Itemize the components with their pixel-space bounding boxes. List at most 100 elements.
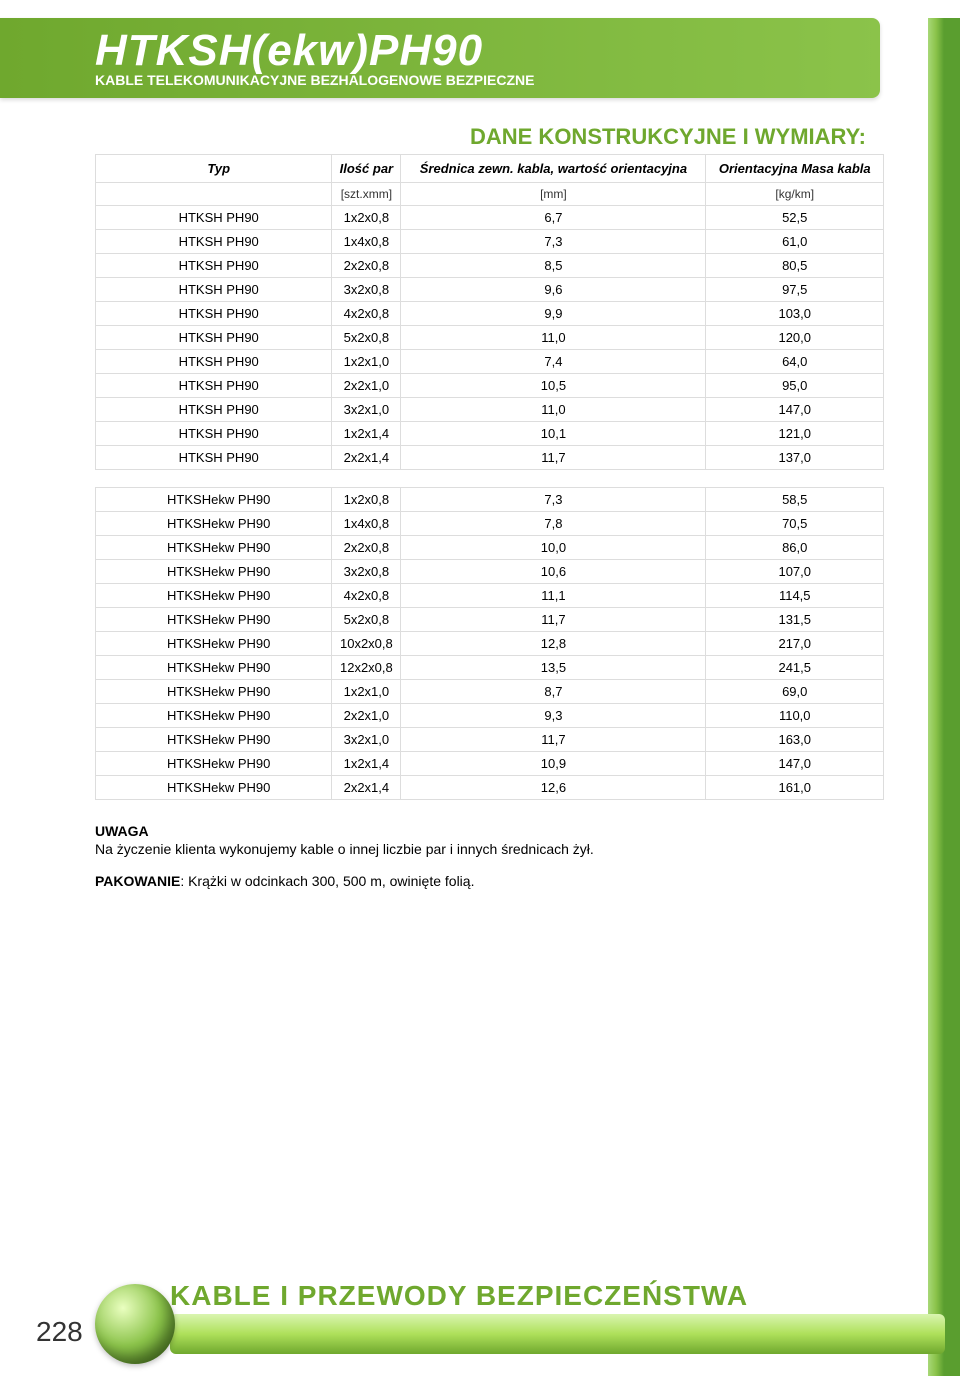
table-cell: 12,6 [401,776,706,800]
footer-title: KABLE I PRZEWODY BEZPIECZEŃSTWA [170,1280,944,1312]
table-cell: 107,0 [706,560,884,584]
table-row: HTKSH PH901x2x1,07,464,0 [96,350,884,374]
table-row: HTKSHekw PH901x2x1,410,9147,0 [96,752,884,776]
table-cell: 1x2x1,0 [332,350,401,374]
table-cell: 2x2x1,4 [332,776,401,800]
table-cell: 11,0 [401,326,706,350]
col-header-diameter: Średnica zewn. kabla, wartość orientacyj… [401,155,706,183]
table-cell: 2x2x1,0 [332,374,401,398]
table-cell: 5x2x0,8 [332,608,401,632]
table-row: HTKSHekw PH903x2x1,011,7163,0 [96,728,884,752]
table-cell: 11,7 [401,446,706,470]
table-cell: HTKSHekw PH90 [96,728,332,752]
table-cell: 110,0 [706,704,884,728]
col-header-pairs: Ilość par [332,155,401,183]
table-spacer [96,470,884,488]
table-row: HTKSH PH904x2x0,89,9103,0 [96,302,884,326]
table-row: HTKSHekw PH9010x2x0,812,8217,0 [96,632,884,656]
table-cell: 52,5 [706,206,884,230]
col-header-mass: Orientacyjna Masa kabla [706,155,884,183]
table-cell: 10,6 [401,560,706,584]
note-pakowanie: PAKOWANIE: Krążki w odcinkach 300, 500 m… [95,872,884,890]
table-cell: HTKSH PH90 [96,302,332,326]
table-cell: 241,5 [706,656,884,680]
table-cell: 5x2x0,8 [332,326,401,350]
table-row: HTKSHekw PH901x2x1,08,769,0 [96,680,884,704]
data-table: Typ Ilość par Średnica zewn. kabla, wart… [95,154,884,800]
unit-cell: [mm] [401,183,706,206]
table-row: HTKSH PH902x2x0,88,580,5 [96,254,884,278]
footer-orb-icon [95,1284,175,1364]
table-cell: 7,8 [401,512,706,536]
table-cell: 1x2x1,4 [332,752,401,776]
table-cell: HTKSH PH90 [96,374,332,398]
table-cell: 11,1 [401,584,706,608]
header-block: HTKSH(ekw)PH90 KABLE TELEKOMUNIKACYJNE B… [0,18,880,98]
table-row: HTKSH PH902x2x1,411,7137,0 [96,446,884,470]
table-row: HTKSHekw PH901x2x0,87,358,5 [96,488,884,512]
table-cell: 9,9 [401,302,706,326]
table-cell: HTKSH PH90 [96,278,332,302]
table-cell: 12,8 [401,632,706,656]
table-cell: HTKSHekw PH90 [96,632,332,656]
table-cell: HTKSHekw PH90 [96,704,332,728]
table-cell: 10,5 [401,374,706,398]
table-cell: HTKSH PH90 [96,422,332,446]
table-cell: 11,0 [401,398,706,422]
table-cell: 120,0 [706,326,884,350]
footer-strip [170,1314,945,1354]
table-row: HTKSHekw PH902x2x1,09,3110,0 [96,704,884,728]
table-cell: HTKSHekw PH90 [96,656,332,680]
page-number: 228 [36,1316,83,1348]
table-row: HTKSHekw PH903x2x0,810,6107,0 [96,560,884,584]
table-cell: HTKSH PH90 [96,206,332,230]
table-cell: 80,5 [706,254,884,278]
table-cell: 61,0 [706,230,884,254]
table-row: HTKSH PH901x2x0,86,752,5 [96,206,884,230]
table-cell: 147,0 [706,752,884,776]
table-cell: 9,3 [401,704,706,728]
table-cell: HTKSH PH90 [96,446,332,470]
table-cell: 86,0 [706,536,884,560]
table-cell: 6,7 [401,206,706,230]
note-uwaga: UWAGA Na życzenie klienta wykonujemy kab… [95,822,884,858]
table-cell: 4x2x0,8 [332,302,401,326]
table-header-row: Typ Ilość par Średnica zewn. kabla, wart… [96,155,884,183]
table-cell: 103,0 [706,302,884,326]
table-cell: 64,0 [706,350,884,374]
uwaga-label: UWAGA [95,823,149,839]
table-cell: HTKSHekw PH90 [96,608,332,632]
table-cell: 3x2x0,8 [332,560,401,584]
table-cell: 2x2x0,8 [332,536,401,560]
table-cell: 163,0 [706,728,884,752]
table-cell: 11,7 [401,608,706,632]
right-edge-band [928,18,944,1376]
unit-cell: [kg/km] [706,183,884,206]
table-cell: 7,3 [401,488,706,512]
table-row: HTKSHekw PH902x2x1,412,6161,0 [96,776,884,800]
table-cell: 7,3 [401,230,706,254]
table-cell: HTKSHekw PH90 [96,776,332,800]
table-cell: 2x2x1,0 [332,704,401,728]
table-cell: 114,5 [706,584,884,608]
table-cell: 2x2x1,4 [332,446,401,470]
page-title: HTKSH(ekw)PH90 [95,26,880,76]
table-cell: HTKSHekw PH90 [96,512,332,536]
unit-cell: [szt.xmm] [332,183,401,206]
table-cell: 2x2x0,8 [332,254,401,278]
table-cell: 1x2x0,8 [332,488,401,512]
table-cell: 1x4x0,8 [332,230,401,254]
table-cell: 3x2x1,0 [332,728,401,752]
table-cell: 8,7 [401,680,706,704]
table-cell: 10,0 [401,536,706,560]
table-row: HTKSH PH901x4x0,87,361,0 [96,230,884,254]
footnotes: UWAGA Na życzenie klienta wykonujemy kab… [95,822,884,891]
table-cell: 58,5 [706,488,884,512]
table-units-row: [szt.xmm][mm][kg/km] [96,183,884,206]
table-row: HTKSH PH901x2x1,410,1121,0 [96,422,884,446]
table-cell: 137,0 [706,446,884,470]
table-row: HTKSH PH903x2x0,89,697,5 [96,278,884,302]
table-row: HTKSH PH903x2x1,011,0147,0 [96,398,884,422]
table-cell: 10x2x0,8 [332,632,401,656]
table-cell: 8,5 [401,254,706,278]
